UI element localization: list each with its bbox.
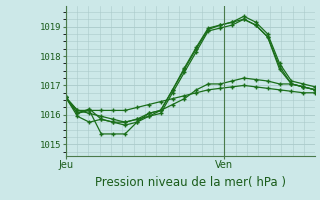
X-axis label: Pression niveau de la mer( hPa ): Pression niveau de la mer( hPa ) <box>95 176 286 189</box>
